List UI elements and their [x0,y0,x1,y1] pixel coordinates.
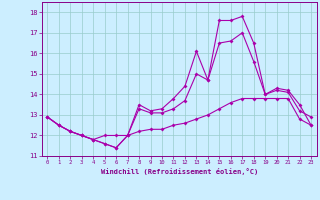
X-axis label: Windchill (Refroidissement éolien,°C): Windchill (Refroidissement éolien,°C) [100,168,258,175]
